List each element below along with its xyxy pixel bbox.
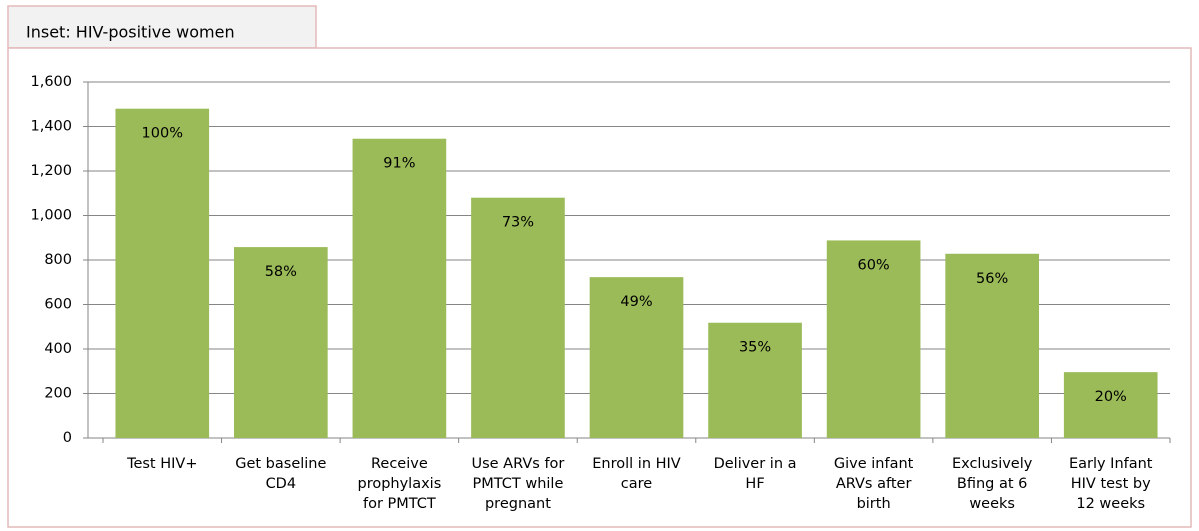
bar bbox=[589, 277, 684, 438]
data-label: 49% bbox=[620, 294, 652, 310]
x-tick-label: ARVs after bbox=[836, 476, 912, 492]
bar bbox=[115, 108, 210, 438]
bar bbox=[471, 197, 565, 438]
data-label: 35% bbox=[739, 340, 771, 356]
x-tick-label: Use ARVs for bbox=[471, 456, 564, 472]
x-tick-label: CD4 bbox=[266, 476, 297, 492]
bar bbox=[708, 322, 802, 438]
y-tick-label: 1,000 bbox=[30, 208, 72, 224]
chart-title: Inset: HIV-positive women bbox=[26, 23, 235, 42]
x-tick-label: PMTCT while bbox=[472, 476, 563, 492]
x-tick-label: birth bbox=[857, 496, 891, 512]
y-tick-label: 1,600 bbox=[30, 74, 72, 90]
x-tick-label: Bfing at 6 bbox=[957, 476, 1028, 492]
x-tick-label: prophylaxis bbox=[357, 476, 441, 492]
data-label: 100% bbox=[142, 126, 183, 142]
tab bbox=[7, 5, 317, 49]
x-tick-label: pregnant bbox=[485, 496, 551, 512]
bar bbox=[234, 247, 328, 438]
y-tick-label: 200 bbox=[44, 386, 72, 402]
x-tick-label: Enroll in HIV bbox=[592, 456, 681, 472]
x-tick-label: Give infant bbox=[834, 456, 914, 472]
x-tick-label: Exclusively bbox=[952, 456, 1033, 472]
x-tick-label: 12 weeks bbox=[1076, 496, 1145, 512]
y-tick-label: 1,400 bbox=[30, 119, 72, 135]
data-label: 60% bbox=[857, 257, 889, 273]
data-label: 58% bbox=[265, 264, 297, 280]
x-tick-label: Early Infant bbox=[1069, 456, 1153, 472]
data-label: 73% bbox=[502, 215, 534, 231]
bar bbox=[1063, 372, 1158, 438]
data-label: 20% bbox=[1095, 389, 1127, 405]
x-tick-label: Deliver in a bbox=[714, 456, 797, 472]
y-tick-label: 0 bbox=[63, 430, 72, 446]
x-tick-label: Get baseline bbox=[235, 456, 326, 472]
data-label: 91% bbox=[383, 156, 415, 172]
bar bbox=[352, 138, 447, 439]
x-tick-label: HIV test by bbox=[1071, 476, 1151, 492]
data-label: 56% bbox=[976, 271, 1008, 287]
x-tick-label: Receive bbox=[371, 456, 428, 472]
y-tick-label: 1,200 bbox=[30, 163, 72, 179]
x-tick-label: weeks bbox=[969, 496, 1015, 512]
x-tick-label: HF bbox=[745, 476, 764, 492]
y-tick-label: 800 bbox=[44, 252, 72, 268]
x-tick-label: Test HIV+ bbox=[126, 456, 197, 472]
x-tick-label: for PMTCT bbox=[363, 496, 436, 512]
y-tick-label: 400 bbox=[44, 341, 72, 357]
y-tick-label: 600 bbox=[44, 297, 72, 313]
bar bbox=[945, 253, 1039, 438]
bar bbox=[826, 240, 921, 438]
x-tick-label: care bbox=[621, 476, 653, 492]
